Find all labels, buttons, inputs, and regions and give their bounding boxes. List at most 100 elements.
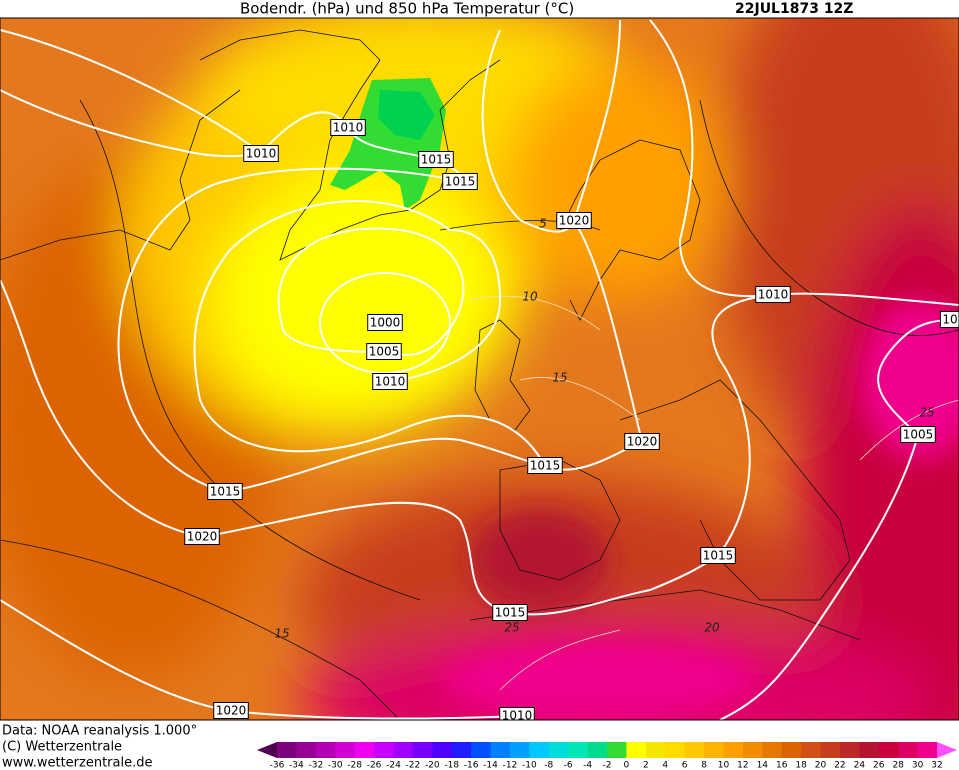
colorbar-cell xyxy=(665,742,686,758)
label-box xyxy=(366,343,402,360)
isobar-label-text: 1010 xyxy=(375,375,406,389)
map-title: Bodendr. (hPa) und 850 hPa Temperatur (°… xyxy=(240,0,574,18)
label-box xyxy=(939,311,959,328)
isobar-label: 1005 xyxy=(366,343,402,360)
isobar-label: 1005 xyxy=(900,426,936,443)
isobar-label: 1010 xyxy=(330,119,366,136)
colorbar-cell xyxy=(839,742,860,758)
colorbar-label: 22 xyxy=(834,761,845,770)
isobar-label: 1015 xyxy=(207,483,243,500)
label-box xyxy=(499,707,535,720)
label-box xyxy=(492,604,528,621)
isobar-label: 1010 xyxy=(243,145,279,162)
isobar-label: 1015 xyxy=(418,151,454,168)
label-box xyxy=(700,547,736,564)
colorbar-cell xyxy=(917,742,938,758)
isobar-label: 1020 xyxy=(556,212,592,229)
colorbar-cell xyxy=(684,742,705,758)
colorbar-cell xyxy=(626,742,647,758)
colorbar-label: -22 xyxy=(406,761,421,770)
isobar-label-text: 1005 xyxy=(369,345,400,359)
label-box xyxy=(418,151,454,168)
colorbar-label: 0 xyxy=(624,761,630,770)
map-frame xyxy=(0,17,959,721)
label-box xyxy=(372,373,408,390)
footer-line: (C) Wetterzentrale xyxy=(2,740,122,755)
colorbar-cell xyxy=(704,742,724,758)
isotherm-label: 5 xyxy=(539,217,547,231)
isobar-label-text: 1020 xyxy=(559,214,590,228)
label-box xyxy=(213,702,249,719)
colorbar-cell xyxy=(354,742,375,758)
colorbar: -36 -34 -32 -30 -28 -26 -24 -22 -20 -18 -16 -14 -12-… xyxy=(257,742,957,770)
colorbar-label: 8 xyxy=(701,761,707,770)
colorbar-cell xyxy=(898,742,919,758)
colorbar-cell xyxy=(781,742,802,758)
colorbar-label: 28 xyxy=(892,761,904,770)
isobar-label-text: 1010 xyxy=(333,121,364,135)
isobar-label: 1000 xyxy=(367,314,403,331)
isobar-label: 1010 xyxy=(499,707,535,723)
label-box xyxy=(900,426,936,443)
isobar-label-text: 1005 xyxy=(903,428,934,442)
colorbar-label: -24 xyxy=(386,761,401,770)
colorbar-end xyxy=(937,742,957,758)
isobar-label-text: 1010 xyxy=(502,709,533,723)
colorbar-cell xyxy=(742,742,763,758)
colorbar-cell xyxy=(801,742,822,758)
isotherm-label: 15 xyxy=(274,627,289,641)
colorbar-label: 14 xyxy=(757,761,769,770)
isotherm-label: 25 xyxy=(919,406,934,420)
colorbar-cell xyxy=(820,742,841,758)
colorbar-cell xyxy=(277,742,297,758)
isobar-label-text: 1015 xyxy=(530,459,561,473)
label-box xyxy=(624,433,660,450)
colorbar-cell xyxy=(451,742,472,758)
warm-core-shading xyxy=(440,300,959,720)
isobar-label-text: 1020 xyxy=(627,435,658,449)
colorbar-label: 2 xyxy=(643,761,649,770)
isotherm-label: 20 xyxy=(704,621,720,635)
colorbar-cell xyxy=(335,742,356,758)
colorbar-label: -34 xyxy=(289,761,304,770)
colorbar-label: -8 xyxy=(544,761,553,770)
label-box xyxy=(527,457,563,474)
colorbar-cell xyxy=(723,742,744,758)
thin-isobars xyxy=(0,99,959,720)
colorbar-cell xyxy=(587,742,608,758)
colorbar-label: 10 xyxy=(718,761,730,770)
isobar-label-text: 1015 xyxy=(210,485,241,499)
colorbar-label: 6 xyxy=(682,761,688,770)
colorbar-cell xyxy=(548,742,569,758)
isobar-label: 1015 xyxy=(527,457,563,474)
colorbar-cell xyxy=(374,742,394,758)
colorbar-cell xyxy=(878,742,899,758)
colorbar-cell xyxy=(393,742,414,758)
colorbar-cell xyxy=(432,742,453,758)
colorbar-label: -18 xyxy=(444,761,459,770)
isobar-label-text: 10 xyxy=(942,313,957,327)
colorbar-cell xyxy=(762,742,783,758)
isotherm-label: 25 xyxy=(504,621,519,635)
cold-core xyxy=(378,90,435,140)
label-box xyxy=(556,212,592,229)
isobar-label: 1020 xyxy=(213,702,249,719)
colorbar-label: -26 xyxy=(367,761,382,770)
map-date: 22JUL1873 12Z xyxy=(735,1,853,17)
isotherms xyxy=(469,295,959,691)
isobar-label-text: 1020 xyxy=(187,530,218,544)
colorbar-label: 30 xyxy=(912,761,924,770)
isobar-label: 1020 xyxy=(624,433,660,450)
isotherm-label: 15 xyxy=(552,371,567,385)
colorbar-label: -28 xyxy=(347,761,362,770)
label-box xyxy=(184,528,220,545)
label-box xyxy=(243,145,279,162)
label-box xyxy=(755,286,791,303)
colorbar-cell xyxy=(529,742,550,758)
colorbar-cell xyxy=(859,742,880,758)
isobar-label: 10 xyxy=(939,311,959,328)
colorbar-end xyxy=(257,742,277,758)
colorbar-cell xyxy=(568,742,589,758)
isobar-label-text: 1000 xyxy=(370,316,401,330)
